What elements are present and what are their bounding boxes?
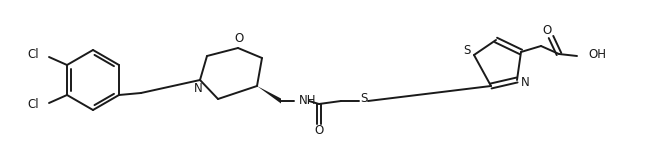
Text: Cl: Cl: [27, 49, 39, 61]
Text: S: S: [360, 93, 368, 105]
Text: OH: OH: [588, 49, 606, 61]
Text: O: O: [543, 24, 552, 37]
Text: N: N: [193, 83, 202, 95]
Polygon shape: [257, 86, 281, 103]
Text: Cl: Cl: [27, 98, 39, 112]
Text: O: O: [234, 32, 243, 46]
Text: NH: NH: [299, 93, 317, 107]
Text: N: N: [520, 76, 530, 88]
Text: O: O: [314, 124, 324, 136]
Text: S: S: [463, 44, 471, 56]
